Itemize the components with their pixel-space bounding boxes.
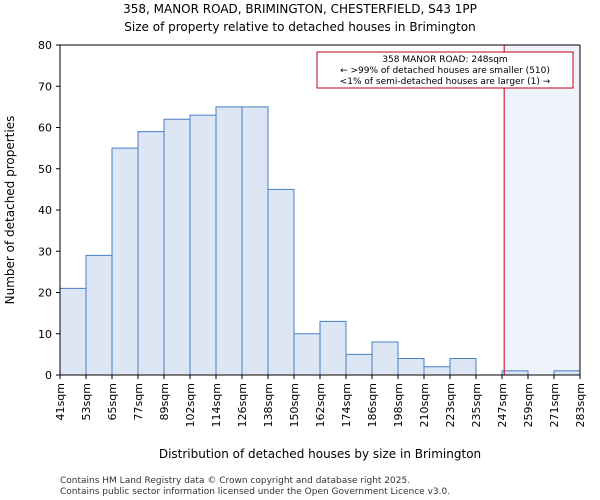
- footer-licence: Contains public sector information licen…: [60, 487, 450, 497]
- histogram-bar: [345, 353, 373, 376]
- histogram-bar: [241, 106, 269, 376]
- x-tick-label: 247sqm: [496, 383, 509, 427]
- x-tick-label: 283sqm: [574, 383, 587, 427]
- annotation-box: [316, 51, 574, 89]
- x-tick-label: 77sqm: [132, 383, 145, 420]
- larger-region-shade: [504, 45, 580, 375]
- x-tick-label: 114sqm: [210, 383, 223, 427]
- x-tick-label: 235sqm: [470, 383, 483, 427]
- y-tick-label: 0: [45, 369, 52, 382]
- histogram-bar: [111, 147, 139, 376]
- x-tick-label: 210sqm: [418, 383, 431, 427]
- histogram-bar: [137, 131, 165, 376]
- y-tick-label: 20: [38, 287, 52, 300]
- histogram-bar: [553, 370, 581, 376]
- y-tick-label: 60: [38, 122, 52, 135]
- marker-annotation: 358 MANOR ROAD: 248sqm ← >99% of detache…: [316, 51, 574, 89]
- y-axis-label: Number of detached properties: [3, 116, 17, 305]
- histogram-bar: [267, 188, 295, 376]
- histogram-bar: [59, 287, 87, 376]
- histogram-bar: [215, 106, 243, 376]
- histogram-bar: [189, 114, 217, 376]
- x-tick-label: 186sqm: [366, 383, 379, 427]
- histogram-bar: [449, 358, 477, 376]
- chart-title: 358, MANOR ROAD, BRIMINGTON, CHESTERFIEL…: [123, 2, 477, 16]
- histogram-bar: [293, 333, 321, 376]
- histogram-bar: [319, 320, 347, 376]
- x-tick-label: 150sqm: [288, 383, 301, 427]
- y-tick-label: 30: [38, 245, 52, 258]
- y-tick-label: 40: [38, 204, 52, 217]
- histogram-bar: [423, 366, 451, 376]
- x-tick-label: 198sqm: [392, 383, 405, 427]
- histogram-bar: [371, 341, 399, 376]
- histogram-bar: [501, 370, 529, 376]
- x-tick-label: 138sqm: [262, 383, 275, 427]
- annotation-line-1: 358 MANOR ROAD: 248sqm: [382, 55, 507, 65]
- y-tick-label: 80: [38, 39, 52, 52]
- x-tick-label: 41sqm: [54, 383, 67, 420]
- y-tick-label: 10: [38, 328, 52, 341]
- annotation-line-3: <1% of semi-detached houses are larger (…: [340, 77, 551, 87]
- annotation-line-2: ← >99% of detached houses are smaller (5…: [340, 66, 550, 76]
- histogram-bar: [163, 118, 191, 376]
- chart-subtitle: Size of property relative to detached ho…: [124, 20, 475, 34]
- x-tick-label: 65sqm: [106, 383, 119, 420]
- x-tick-label: 174sqm: [340, 383, 353, 427]
- x-tick-label: 271sqm: [548, 383, 561, 427]
- x-tick-label: 223sqm: [444, 383, 457, 427]
- y-tick-label: 70: [38, 80, 52, 93]
- histogram-bar: [85, 254, 113, 376]
- x-tick-label: 259sqm: [522, 383, 535, 427]
- y-tick-label: 50: [38, 163, 52, 176]
- x-axis-label: Distribution of detached houses by size …: [159, 447, 481, 461]
- histogram-bar: [397, 358, 425, 376]
- x-tick-label: 102sqm: [184, 383, 197, 427]
- x-tick-label: 162sqm: [314, 383, 327, 427]
- footer-copyright: Contains HM Land Registry data © Crown c…: [60, 476, 410, 486]
- x-tick-label: 126sqm: [236, 383, 249, 427]
- x-tick-label: 89sqm: [158, 383, 171, 420]
- x-tick-label: 53sqm: [80, 383, 93, 420]
